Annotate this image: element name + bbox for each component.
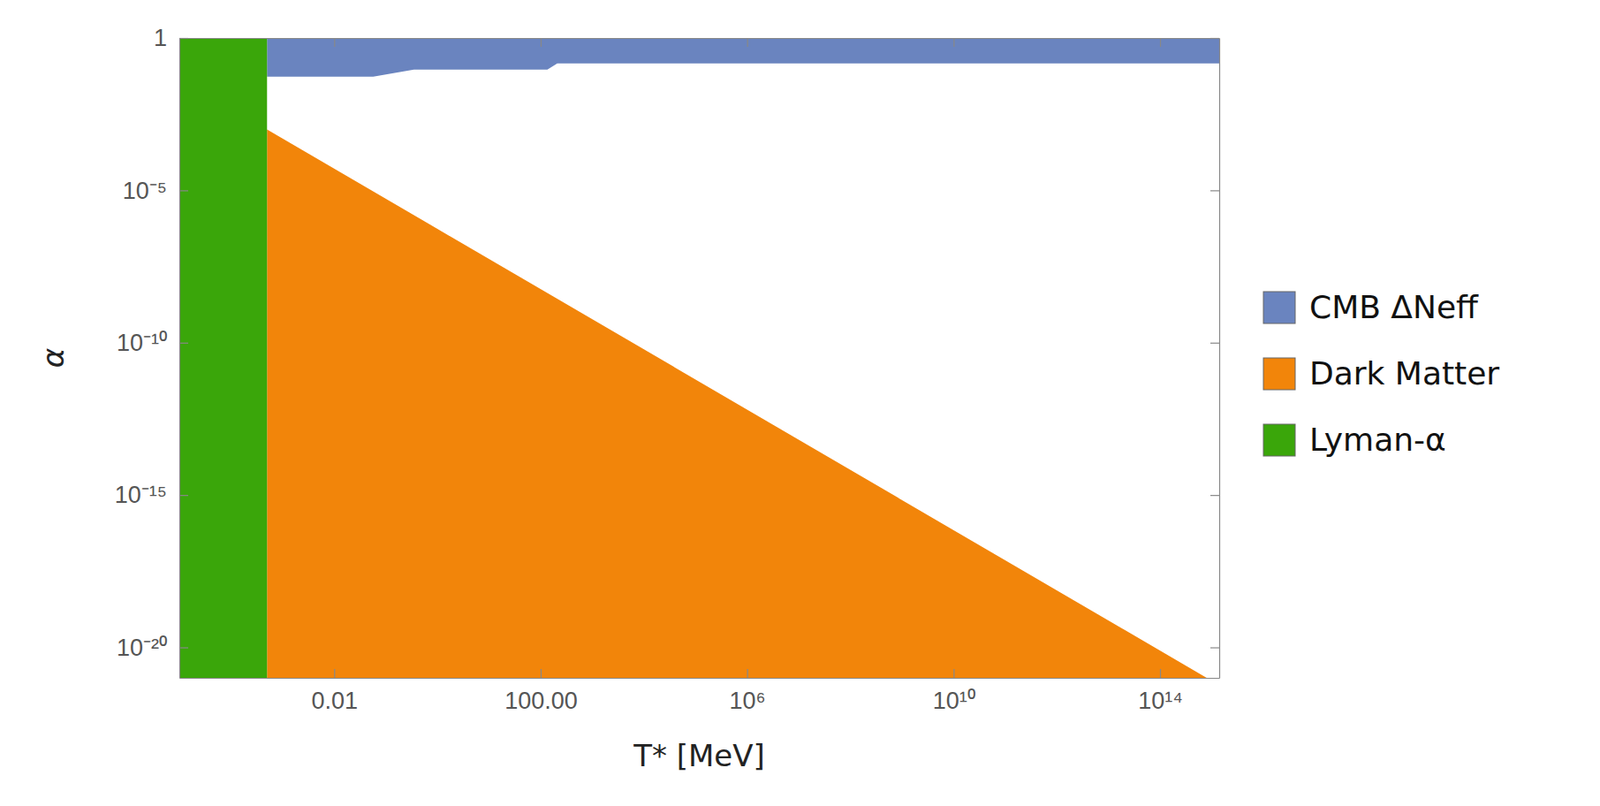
tick-label: 10⁻²⁰ xyxy=(116,634,167,661)
tick: 10⁻¹⁰ xyxy=(116,329,189,357)
legend-swatch xyxy=(1263,291,1296,324)
tick-label: 100.00 xyxy=(504,687,578,714)
tick-mark xyxy=(179,342,189,344)
tick-label: 10⁻¹⁵ xyxy=(114,481,167,509)
tick xyxy=(1210,37,1220,39)
tick-mark xyxy=(747,668,749,678)
tick: 10¹⁰ xyxy=(932,668,976,714)
axis-line xyxy=(179,38,181,679)
tick-label: 1 xyxy=(153,24,167,52)
tick: 10⁻²⁰ xyxy=(116,634,189,661)
tick-mark xyxy=(953,37,955,47)
y-axis-right xyxy=(1210,38,1221,679)
tick-mark xyxy=(1160,37,1161,47)
tick-mark xyxy=(179,37,189,39)
tick-mark xyxy=(747,37,749,47)
tick-mark xyxy=(1210,646,1220,648)
tick-mark xyxy=(540,37,542,47)
tick: 1 xyxy=(153,24,189,52)
tick: 10¹⁴ xyxy=(1137,668,1183,714)
tick-mark xyxy=(1210,189,1220,191)
tick-mark xyxy=(540,668,542,678)
tick: 100.00 xyxy=(504,668,578,714)
tick xyxy=(1210,494,1220,496)
x-axis-top xyxy=(180,37,1221,47)
tick: 0.01 xyxy=(310,668,358,714)
axis-line xyxy=(180,37,1221,39)
region xyxy=(266,37,1220,77)
tick: 10⁻⁵ xyxy=(122,177,189,205)
plot-area xyxy=(179,37,1220,678)
tick-label: 10⁶ xyxy=(729,687,766,714)
tick xyxy=(953,37,955,47)
y-axis: 1 10⁻⁵ 10⁻¹⁰ 10⁻¹⁵ 10⁻²⁰ xyxy=(114,24,189,678)
tick xyxy=(333,37,335,47)
tick xyxy=(747,37,749,47)
tick-mark xyxy=(1160,668,1161,678)
legend: CMB ΔNeff Dark Matter Lyman-α xyxy=(1263,288,1500,458)
tick-mark xyxy=(333,668,335,678)
tick: 10⁻¹⁵ xyxy=(114,481,189,509)
tick xyxy=(1210,647,1220,649)
legend-swatch xyxy=(1263,357,1296,390)
tick-mark xyxy=(1210,494,1220,496)
legend-label: Dark Matter xyxy=(1309,355,1500,392)
legend-label: CMB ΔNeff xyxy=(1309,288,1479,326)
tick xyxy=(1160,37,1161,47)
tick-label: 10¹⁰ xyxy=(932,687,976,714)
axis-line xyxy=(180,677,1221,679)
legend-label: Lyman-α xyxy=(1309,421,1447,458)
tick-mark xyxy=(179,646,189,648)
tick-label: 10⁻⁵ xyxy=(122,177,167,205)
tick-mark xyxy=(953,668,955,678)
tick-label: 10¹⁴ xyxy=(1137,687,1183,714)
region xyxy=(266,128,1207,678)
tick-label: 0.01 xyxy=(310,687,358,714)
axis-line xyxy=(1219,38,1221,679)
tick-mark xyxy=(1210,342,1220,344)
y-axis-title: α xyxy=(35,348,71,368)
tick-mark xyxy=(333,37,335,47)
region xyxy=(179,37,267,678)
tick-label: 10⁻¹⁰ xyxy=(116,329,167,357)
tick xyxy=(1210,189,1220,191)
legend-swatch xyxy=(1263,424,1296,456)
tick-mark xyxy=(179,189,189,191)
tick-mark xyxy=(179,494,189,496)
x-axis-title: T* [MeV] xyxy=(632,737,766,774)
tick: 10⁶ xyxy=(729,668,766,714)
tick xyxy=(1210,342,1220,344)
chart: 0.01 100.00 10⁶ 10¹⁰ 10¹⁴ 1 10⁻⁵ 10⁻¹⁰ 10⁻¹⁵ 10⁻²… xyxy=(0,0,1600,806)
tick-mark xyxy=(1210,37,1220,39)
tick xyxy=(540,37,542,47)
x-axis: 0.01 100.00 10⁶ 10¹⁰ 10¹⁴ xyxy=(180,668,1221,714)
